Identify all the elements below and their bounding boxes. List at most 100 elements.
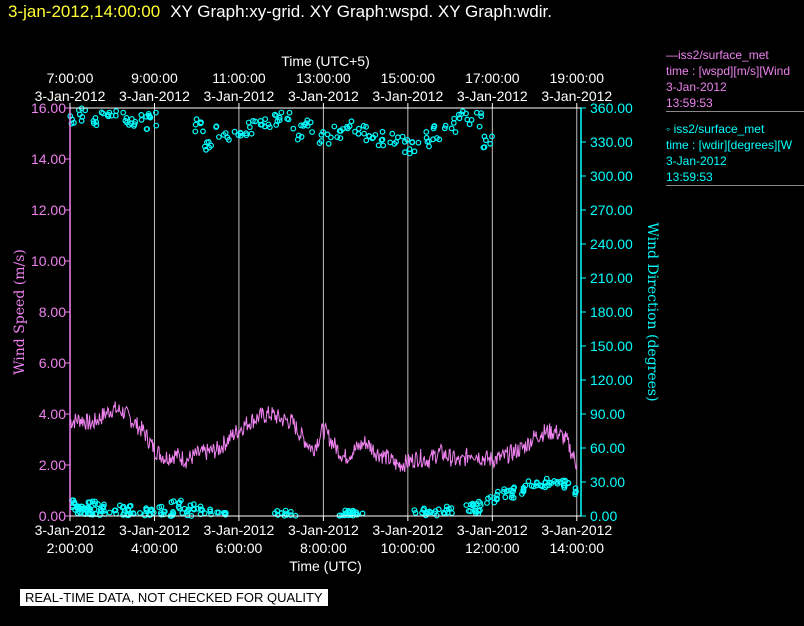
wind-direction-point [138,111,145,118]
x-top-tick-time-label: 9:00:00 [131,70,178,86]
wind-direction-point [136,510,143,516]
wind-direction-point [95,501,101,508]
x-top-tick-time-label: 11:00:00 [212,70,266,86]
wind-direction-point [452,129,459,136]
wind-direction-point [143,507,150,513]
wind-direction-point [424,138,431,145]
wind-direction-point [412,510,419,516]
wind-direction-point [286,109,293,116]
wind-speed-line [69,401,578,473]
wind-direction-point [510,488,517,495]
y-right-tick-label: 60.00 [590,440,625,456]
wind-direction-point [411,507,418,514]
wind-direction-point [455,111,462,118]
wind-direction-point [456,115,463,122]
wind-direction-point [501,488,507,495]
legend-direction-line3: 3-Jan-2012 [666,154,727,168]
wind-direction-point [104,113,111,119]
x-tick-time-label: 6:00:00 [216,540,263,556]
wind-direction-point [470,501,477,508]
legend-divider [666,185,804,186]
x-top-tick-date-label: 3-Jan-2012 [457,88,528,104]
wind-direction-point [262,116,269,122]
y-right-tick-label: 0.00 [590,508,617,524]
x-top-tick-time-label: 19:00:00 [550,70,605,86]
wind-direction-point [520,484,527,491]
x-tick-date-label: 3-Jan-2012 [372,522,443,538]
wind-direction-point [442,122,449,129]
wind-direction-point [207,506,214,513]
x-top-tick-date-label: 3-Jan-2012 [541,88,612,104]
wind-direction-point [200,128,206,135]
wind-direction-point [85,504,92,511]
wind-direction-point [375,142,382,149]
wind-direction-point [265,121,272,128]
wind-direction-point [231,128,238,135]
y-right-tick-label: 120.00 [590,372,633,388]
wind-direction-point [530,483,537,490]
legend-speed-line1: —iss2/surface_met [666,48,769,62]
wind-direction-point [146,113,153,120]
x-tick-time-label: 10:00:00 [381,540,436,556]
y-left-tick-label: 12.00 [31,202,66,218]
x-top-tick-time-label: 15:00:00 [381,70,436,86]
wind-direction-point [190,501,197,508]
wind-direction-point [86,499,93,506]
wind-direction-point [237,129,244,136]
wind-direction-point [113,108,120,114]
wind-direction-point [192,121,199,128]
x-tick-time-label: 2:00:00 [47,540,94,556]
wind-direction-point [380,142,387,149]
wind-direction-point [476,123,483,130]
wind-direction-point [337,135,344,142]
x-tick-time-label: 14:00:00 [550,540,605,556]
wind-direction-point [554,479,560,485]
wind-direction-point [459,108,466,115]
wind-direction-point [406,150,413,157]
wind-direction-point [203,146,209,153]
wind-direction-point [184,508,190,515]
wind-direction-point [409,139,416,146]
wind-direction-point [101,501,107,508]
wind-direction-point [318,138,325,145]
y-left-tick-label: 6.00 [39,355,66,371]
wind-direction-point [426,143,432,150]
axes [65,103,586,521]
wind-direction-point [328,134,334,141]
x-tick-time-label: 8:00:00 [300,540,347,556]
legend-direction-line4: 13:59:53 [666,170,713,184]
legend-divider [666,111,804,112]
y-right-tick-label: 240.00 [590,236,633,252]
wind-direction-point [298,133,305,140]
wind-direction-point [489,133,495,140]
y-left-tick-label: 4.00 [39,406,66,422]
wind-direction-point [78,117,85,124]
wind-direction-point [199,507,206,514]
y-right-tick-label: 330.00 [590,134,633,150]
x-top-tick-time-label: 7:00:00 [47,70,94,86]
wind-direction-point [356,125,362,132]
wind-direction-point [284,115,291,122]
y-left-tick-label: 10.00 [31,253,66,269]
wind-direction-point [363,137,370,144]
wind-direction-point [475,508,482,514]
x-tick-time-label: 12:00:00 [465,540,520,556]
legend-direction-line1: ◦ iss2/surface_met [666,122,765,136]
wind-direction-point [74,503,81,510]
wind-direction-point [304,122,311,129]
x-top-tick-date-label: 3-Jan-2012 [35,88,106,104]
wind-direction-point [402,149,408,156]
quality-note: REAL-TIME DATA, NOT CHECKED FOR QUALITY [20,589,328,606]
wind-direction-point [473,508,479,515]
y-left-tick-label: 14.00 [31,151,66,167]
wind-direction-point [252,118,259,125]
wind-direction-point [495,488,501,495]
wind-direction-point [193,116,200,123]
wind-direction-point [473,109,480,116]
y-right-axis-label: Wind Direction (degrees) [644,222,660,401]
wind-direction-point [389,130,396,137]
y-left-tick-label: 8.00 [39,304,66,320]
wind-direction-point [128,120,135,127]
wind-direction-point [245,119,252,126]
wind-direction-point [350,510,357,516]
